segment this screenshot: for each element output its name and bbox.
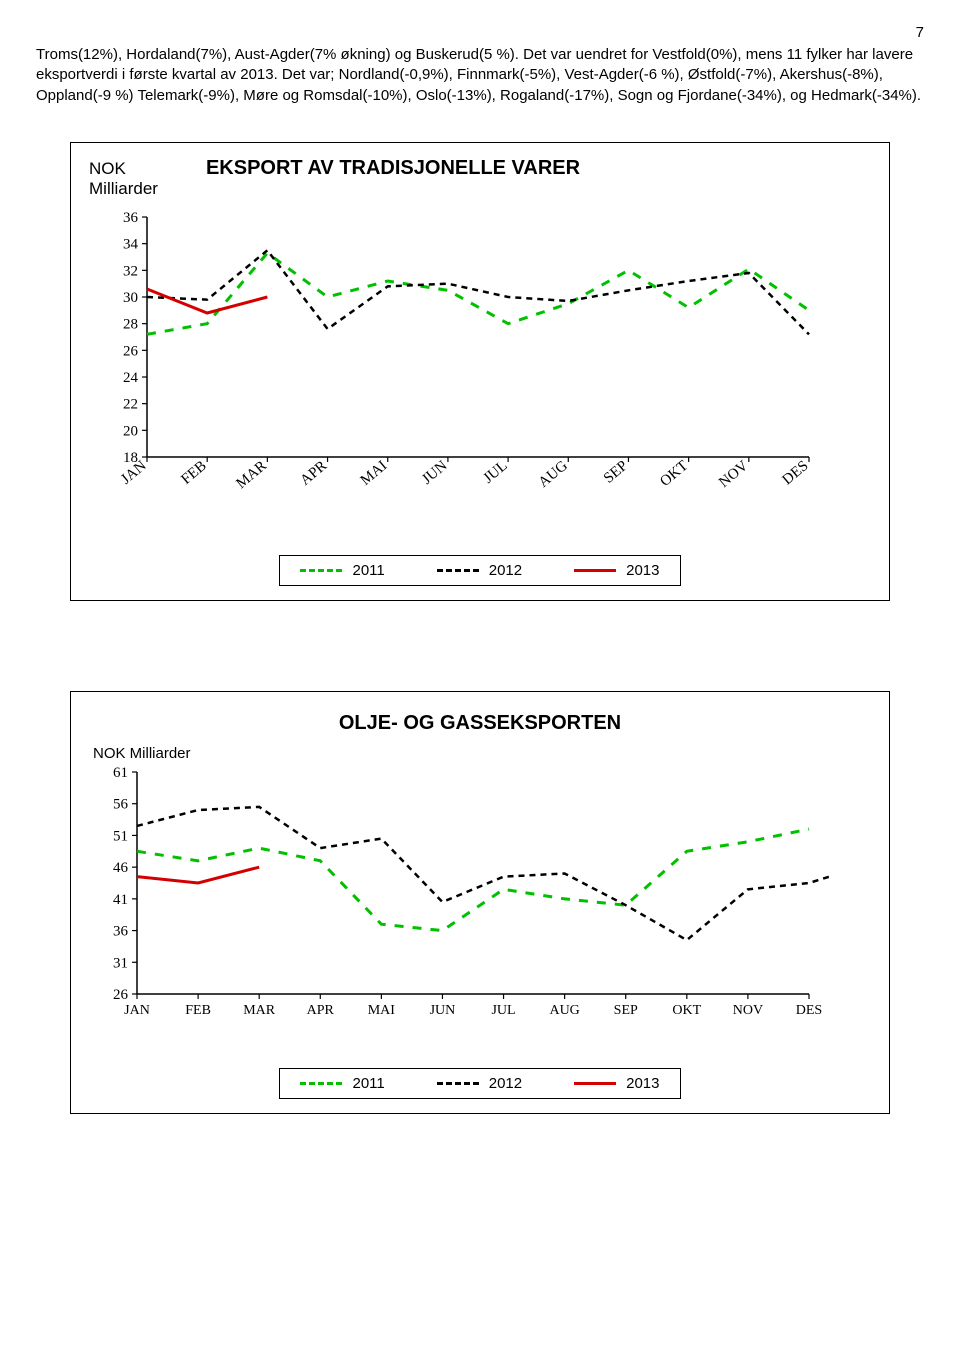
- svg-text:56: 56: [113, 796, 129, 812]
- svg-text:APR: APR: [307, 1003, 335, 1018]
- chart1-legend: 2011 2012 2013: [279, 555, 680, 586]
- chart-olje-gass: OLJE- OG GASSEKSPORTEN NOK Milliarder 61…: [70, 691, 890, 1114]
- svg-text:SEP: SEP: [601, 458, 631, 487]
- page-number: 7: [36, 24, 924, 41]
- svg-text:JUL: JUL: [491, 1003, 515, 1018]
- legend-line-icon: [300, 569, 342, 572]
- chart2-legend: 2011 2012 2013: [279, 1068, 680, 1099]
- chart1-ylabel: NOK: [89, 159, 158, 179]
- svg-text:NOV: NOV: [716, 457, 751, 490]
- chart1-title: EKSPORT AV TRADISJONELLE VARER: [206, 157, 580, 180]
- svg-text:61: 61: [113, 765, 128, 781]
- chart1-ysub: Milliarder: [89, 179, 158, 199]
- svg-text:26: 26: [113, 987, 129, 1003]
- svg-text:OKT: OKT: [672, 1003, 701, 1018]
- chart-eksport-tradisjonelle: NOK Milliarder EKSPORT AV TRADISJONELLE …: [70, 142, 890, 601]
- svg-text:36: 36: [113, 923, 129, 939]
- svg-text:FEB: FEB: [185, 1003, 211, 1018]
- legend-label: 2011: [352, 562, 384, 579]
- svg-text:36: 36: [123, 210, 139, 226]
- legend-item-2011: 2011: [300, 1075, 384, 1092]
- chart1-svg: 36343230282624222018JANFEBMARAPRMAIJUNJU…: [89, 207, 829, 545]
- legend-line-icon: [574, 569, 616, 572]
- svg-text:FEB: FEB: [178, 458, 209, 488]
- svg-text:DES: DES: [796, 1003, 822, 1018]
- legend-label: 2013: [626, 1075, 659, 1092]
- svg-text:APR: APR: [297, 458, 330, 489]
- svg-text:SEP: SEP: [614, 1003, 638, 1018]
- legend-line-icon: [300, 1082, 342, 1085]
- legend-label: 2011: [352, 1075, 384, 1092]
- legend-item-2011: 2011: [300, 562, 384, 579]
- svg-text:51: 51: [113, 828, 128, 844]
- svg-text:NOV: NOV: [733, 1003, 763, 1018]
- svg-text:30: 30: [123, 290, 138, 306]
- chart2-svg: 61 56 51 46 41 36 31 26JAN FEB MAR APR MAI JUN JUL AUG…: [89, 762, 829, 1058]
- svg-text:JUN: JUN: [430, 1003, 456, 1018]
- svg-text:DES: DES: [780, 458, 812, 488]
- svg-text:JUN: JUN: [419, 457, 450, 487]
- svg-text:AUG: AUG: [549, 1003, 579, 1018]
- chart2-ylabel: NOK Milliarder: [93, 745, 871, 762]
- svg-text:22: 22: [123, 396, 138, 412]
- svg-text:41: 41: [113, 892, 128, 908]
- svg-text:JAN: JAN: [124, 1003, 150, 1018]
- legend-label: 2012: [489, 1075, 522, 1092]
- svg-text:34: 34: [123, 236, 139, 252]
- legend-label: 2013: [626, 562, 659, 579]
- svg-text:MAR: MAR: [233, 458, 269, 492]
- chart2-title: OLJE- OG GASSEKSPORTEN: [89, 712, 871, 735]
- svg-text:OKT: OKT: [657, 458, 691, 490]
- legend-item-2012: 2012: [437, 562, 522, 579]
- svg-text:28: 28: [123, 316, 138, 332]
- legend-line-icon: [437, 1082, 479, 1085]
- svg-text:31: 31: [113, 955, 128, 971]
- svg-text:26: 26: [123, 343, 139, 359]
- svg-text:AUG: AUG: [536, 457, 571, 490]
- legend-label: 2012: [489, 562, 522, 579]
- body-text: Troms(12%), Hordaland(7%), Aust-Agder(7%…: [36, 45, 924, 106]
- svg-text:MAR: MAR: [243, 1003, 276, 1018]
- legend-line-icon: [437, 569, 479, 572]
- legend-item-2013: 2013: [574, 562, 659, 579]
- svg-text:MAI: MAI: [358, 458, 391, 489]
- svg-text:24: 24: [123, 370, 139, 386]
- svg-text:MAI: MAI: [368, 1003, 396, 1018]
- legend-item-2013: 2013: [574, 1075, 659, 1092]
- legend-item-2012: 2012: [437, 1075, 522, 1092]
- svg-text:20: 20: [123, 423, 138, 439]
- svg-text:46: 46: [113, 860, 129, 876]
- svg-text:32: 32: [123, 263, 138, 279]
- legend-line-icon: [574, 1082, 616, 1085]
- svg-text:JUL: JUL: [481, 458, 511, 487]
